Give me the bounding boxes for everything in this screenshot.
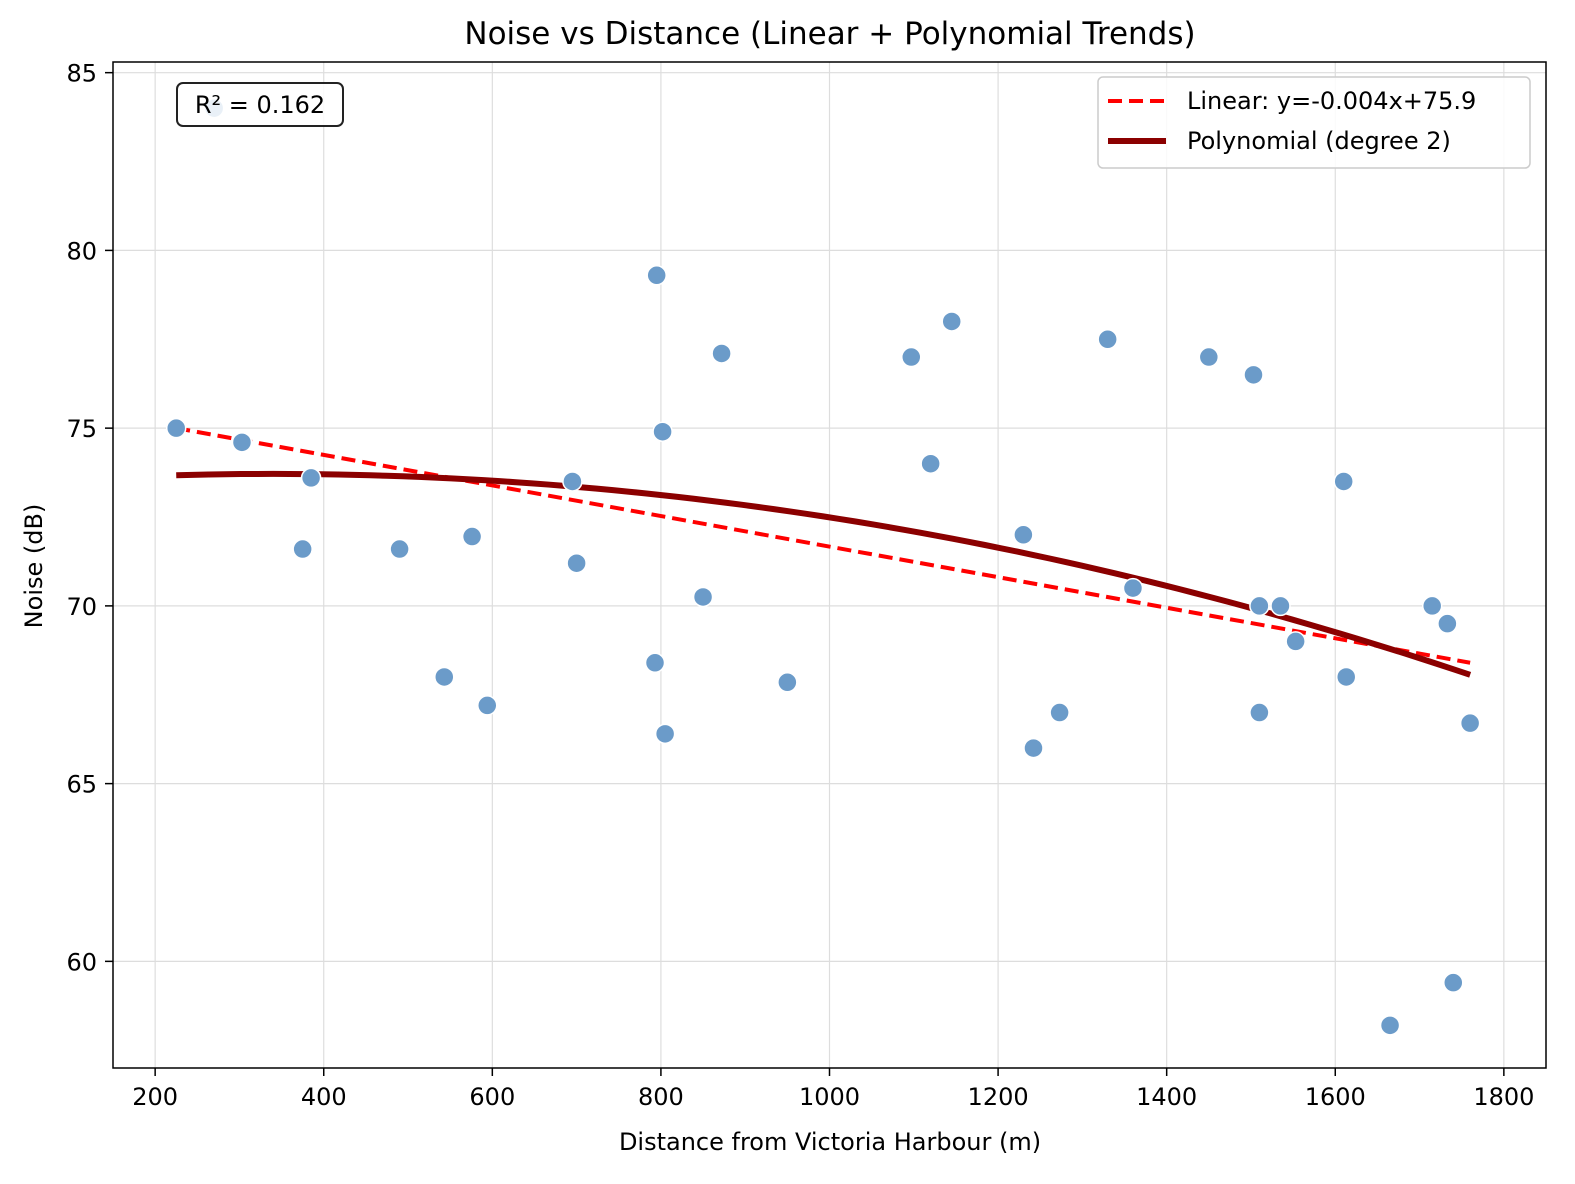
data-point: [1023, 737, 1044, 759]
x-tick-label: 400: [301, 1083, 347, 1111]
data-point: [1249, 595, 1270, 617]
x-tick-label: 600: [469, 1083, 515, 1111]
legend-label-linear: Linear: y=-0.004x+75.9: [1187, 87, 1476, 115]
annotation-text: R² = 0.162: [195, 91, 325, 119]
data-point: [1379, 1015, 1401, 1036]
x-tick-label: 1000: [799, 1083, 860, 1111]
data-point: [1421, 595, 1443, 617]
x-tick-label: 800: [638, 1083, 684, 1111]
data-point: [711, 343, 732, 364]
data-point: [1437, 613, 1458, 634]
y-tick-label: 65: [66, 771, 97, 799]
legend-label-polynomial: Polynomial (degree 2): [1187, 127, 1451, 155]
data-point: [920, 453, 941, 474]
data-point: [566, 552, 587, 574]
data-point: [646, 265, 667, 286]
data-point: [654, 723, 676, 745]
axes: 200 400 600 800 1000 1200 1400 1600 1800 60 65 70 75…: [66, 60, 1547, 1111]
data-point: [692, 586, 714, 608]
data-point: [652, 421, 673, 442]
data-point: [1459, 712, 1481, 734]
data-point: [1097, 329, 1118, 350]
y-tick-label: 85: [66, 60, 97, 88]
x-tick-label: 1800: [1473, 1083, 1534, 1111]
data-point: [562, 471, 583, 492]
y-tick-label: 70: [66, 593, 97, 621]
data-point: [477, 695, 498, 716]
grid: [113, 62, 1546, 1068]
chart-title: Noise vs Distance (Linear + Polynomial T…: [464, 16, 1195, 52]
data-point: [1270, 595, 1291, 617]
data-point: [1249, 702, 1270, 723]
annotation-box: [176, 82, 344, 127]
data-point: [644, 652, 666, 674]
x-tick-label: 1400: [1136, 1083, 1197, 1111]
data-point: [777, 672, 798, 693]
legend: Linear: y=-0.004x+75.9 Polynomial (degre…: [1097, 76, 1531, 169]
y-tick-label: 80: [66, 237, 97, 265]
data-point: [1198, 346, 1220, 368]
x-tick-label: 1200: [968, 1083, 1029, 1111]
y-axis-label: Noise (dB): [20, 504, 48, 629]
data-point: [901, 346, 922, 368]
x-tick-label: 1600: [1305, 1083, 1366, 1111]
x-tick-label: 200: [132, 1083, 178, 1111]
data-point: [231, 432, 253, 453]
data-point: [1443, 972, 1464, 993]
data-point: [941, 311, 962, 332]
data-point: [1013, 524, 1034, 546]
data-point: [300, 467, 322, 489]
data-point: [434, 666, 455, 688]
legend-box: [1097, 76, 1531, 169]
data-point: [1122, 577, 1144, 599]
data-point: [1333, 471, 1354, 492]
linear-trend-line: [175, 426, 1471, 665]
data-point: [1335, 666, 1357, 688]
data-point: [389, 538, 410, 560]
data-point: [292, 538, 313, 560]
data-point: [1049, 702, 1070, 723]
data-point: [1285, 631, 1306, 652]
y-tick-label: 60: [66, 948, 97, 976]
data-point: [165, 417, 187, 439]
x-axis-label: Distance from Victoria Harbour (m): [619, 1128, 1041, 1156]
r-squared-annotation: R² = 0.162: [176, 82, 344, 127]
y-tick-label: 75: [66, 415, 97, 443]
data-point: [461, 526, 483, 547]
data-point: [1243, 364, 1264, 386]
